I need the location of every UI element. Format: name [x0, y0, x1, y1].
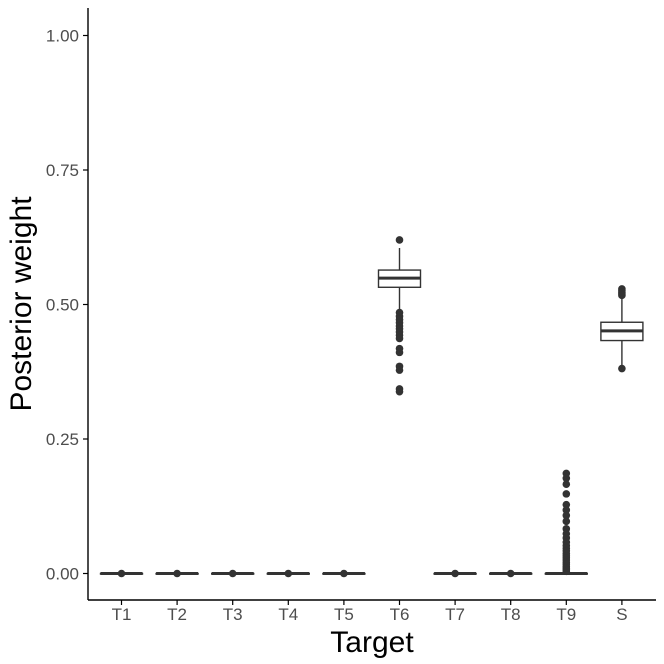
boxes: [99, 236, 644, 578]
outlier-point: [562, 490, 571, 498]
y-ticks: 0.00 0.25 0.50 0.75 1.00: [46, 27, 88, 584]
outlier-point: [395, 334, 404, 343]
outlier-point: [562, 511, 571, 520]
box-t8: [489, 569, 533, 578]
x-tick-label: T1: [112, 605, 132, 624]
outlier-point: [395, 387, 404, 396]
y-tick-label: 1.00: [46, 27, 79, 46]
box-t6: [377, 236, 422, 396]
x-tick-label: T7: [445, 605, 465, 624]
y-tick-label: 0.50: [46, 296, 79, 315]
box-t7: [433, 569, 477, 578]
y-tick-label: 0.75: [46, 161, 79, 180]
outlier-point: [451, 569, 459, 578]
outlier-point: [562, 500, 571, 509]
outlier-point: [340, 569, 348, 578]
x-tick-label: S: [616, 605, 627, 624]
box-s: [600, 285, 644, 373]
y-tick-label: 0.25: [46, 430, 79, 449]
outlier-point: [562, 567, 571, 576]
x-tick-label: T5: [334, 605, 354, 624]
outlier-point: [395, 236, 404, 244]
x-ticks: T1 T2 T3 T4 T5 T6 T7 T8 T9 S: [112, 600, 628, 624]
x-tick-label: T6: [390, 605, 410, 624]
outlier-point: [173, 569, 181, 578]
x-tick-label: T9: [556, 605, 576, 624]
x-tick-label: T8: [501, 605, 521, 624]
axes: [87, 8, 656, 601]
box-t5: [322, 569, 366, 578]
x-tick-label: T3: [223, 605, 243, 624]
box-t9: [544, 469, 588, 576]
outlier-point: [506, 569, 515, 578]
outlier-point: [562, 506, 571, 514]
outlier-point: [395, 366, 404, 374]
y-axis-title: Posterior weight: [5, 196, 38, 412]
outlier-point: [562, 517, 571, 526]
outlier-point: [562, 474, 571, 483]
box-t2: [155, 569, 199, 578]
outlier-point: [284, 569, 293, 578]
x-axis-title: Target: [330, 626, 414, 659]
outlier-point: [562, 480, 571, 488]
box-t4: [266, 569, 310, 578]
x-tick-label: T2: [167, 605, 187, 624]
outlier-point: [618, 364, 626, 373]
box-t3: [210, 569, 255, 578]
outlier-point: [395, 348, 404, 357]
outlier-point: [228, 569, 237, 578]
box-t1: [99, 569, 144, 578]
y-tick-label: 0.00: [46, 565, 79, 584]
outlier-point: [117, 569, 126, 578]
x-tick-label: T4: [278, 605, 298, 624]
outlier-point: [618, 291, 626, 300]
